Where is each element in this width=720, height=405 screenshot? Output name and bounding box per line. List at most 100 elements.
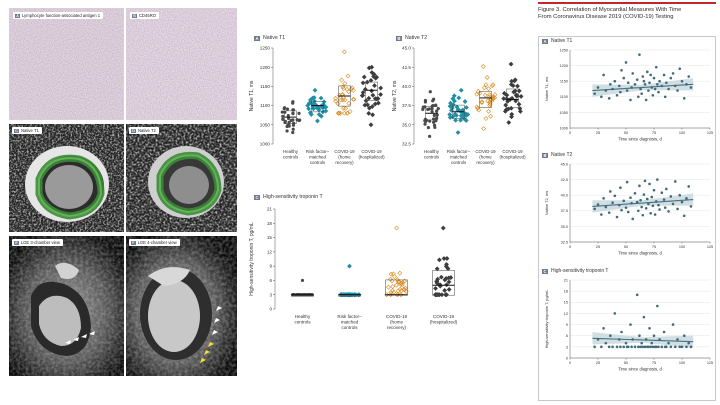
data-point xyxy=(685,197,688,200)
data-point xyxy=(607,211,611,214)
data-point xyxy=(458,117,463,123)
data-point xyxy=(339,77,344,83)
y-axis-label: Native T1, ms xyxy=(544,77,549,102)
y-axis-label: High-sensitivity troponin T, pg/mL xyxy=(249,222,255,296)
data-point xyxy=(323,108,329,114)
data-point xyxy=(635,293,639,297)
y-tick-label: 1050 xyxy=(260,122,271,127)
data-point xyxy=(682,97,686,100)
data-point xyxy=(633,83,637,86)
data-point xyxy=(617,203,621,207)
y-axis-label: Native T2, ms xyxy=(392,80,398,111)
group-label: COVID-19 xyxy=(361,149,382,154)
data-point xyxy=(663,95,667,99)
data-point xyxy=(446,287,452,292)
data-point xyxy=(656,304,659,308)
data-point xyxy=(490,82,496,88)
data-point xyxy=(518,94,524,99)
data-point xyxy=(624,341,628,345)
y-tick-label: 40.0 xyxy=(402,84,411,89)
data-point xyxy=(487,101,493,107)
data-point xyxy=(297,111,301,115)
mri-panel-d: D Native T2 xyxy=(126,124,237,232)
data-point xyxy=(291,130,295,135)
data-point xyxy=(341,49,347,55)
scatter-a-title: A Native T1 xyxy=(542,38,573,44)
data-point xyxy=(433,125,437,130)
data-point xyxy=(434,103,438,107)
data-point xyxy=(315,118,320,124)
data-point xyxy=(639,198,642,202)
data-point xyxy=(651,345,655,349)
data-point xyxy=(281,117,285,121)
x-tick-label: 75 xyxy=(652,361,656,365)
data-point xyxy=(619,186,622,190)
data-point xyxy=(426,107,430,112)
histology-image-a xyxy=(10,9,123,119)
group-label: Risk factor– xyxy=(447,149,471,154)
data-point xyxy=(431,120,436,124)
data-point xyxy=(613,194,617,198)
data-point xyxy=(314,105,320,111)
group-label: recovery) xyxy=(335,160,354,165)
x-tick-label: 25 xyxy=(596,361,600,365)
data-point xyxy=(508,82,514,87)
group-label: COVID-19 xyxy=(386,314,408,319)
data-point xyxy=(388,276,393,282)
data-point xyxy=(423,122,427,126)
data-point xyxy=(650,195,654,199)
data-point xyxy=(629,98,632,102)
data-point xyxy=(682,214,686,218)
data-point xyxy=(445,266,451,272)
data-point xyxy=(630,86,633,89)
data-point xyxy=(508,105,514,111)
data-point xyxy=(662,73,666,77)
data-point xyxy=(375,96,381,101)
data-point xyxy=(644,98,648,102)
lge-3-chamber-image xyxy=(9,236,124,376)
data-point xyxy=(678,193,682,197)
data-point xyxy=(648,182,651,186)
data-point xyxy=(669,195,673,198)
y-tick-label: 0 xyxy=(269,307,272,312)
data-point xyxy=(689,86,693,89)
data-point xyxy=(452,111,458,117)
data-point xyxy=(604,205,608,209)
x-tick-label: 0 xyxy=(569,245,571,249)
data-point xyxy=(335,110,341,116)
data-point xyxy=(644,207,648,210)
data-point xyxy=(394,225,399,231)
data-point xyxy=(633,345,637,349)
y-tick-label: 1250 xyxy=(560,48,568,52)
data-point xyxy=(639,345,642,349)
data-point xyxy=(342,81,348,86)
data-point xyxy=(620,208,623,212)
data-point xyxy=(501,96,507,101)
group-label: controls xyxy=(341,325,358,330)
y-tick-label: 12 xyxy=(564,312,568,316)
data-point xyxy=(389,288,395,293)
data-point xyxy=(351,87,356,93)
x-tick-label: 50 xyxy=(624,131,628,135)
data-point xyxy=(436,257,442,263)
data-point xyxy=(479,100,485,105)
mri-panel-f: F LGE 4-chamber view xyxy=(126,236,237,376)
box-iqr xyxy=(385,279,408,296)
data-point xyxy=(513,92,519,98)
data-point xyxy=(375,100,381,106)
data-point xyxy=(486,108,491,114)
group-label: (home xyxy=(338,155,351,160)
data-point xyxy=(642,315,646,319)
lge-f-yellow-arrows xyxy=(200,342,214,363)
data-point xyxy=(673,345,677,349)
data-point xyxy=(511,89,517,95)
data-point xyxy=(611,201,614,204)
data-point xyxy=(516,88,522,94)
data-point xyxy=(657,345,660,349)
data-point xyxy=(440,225,446,231)
regression-line xyxy=(592,199,694,207)
data-point xyxy=(509,111,515,117)
data-point xyxy=(611,87,614,91)
regression-line xyxy=(592,337,694,343)
x-axis-label: Time since diagnosis, d xyxy=(618,251,662,256)
